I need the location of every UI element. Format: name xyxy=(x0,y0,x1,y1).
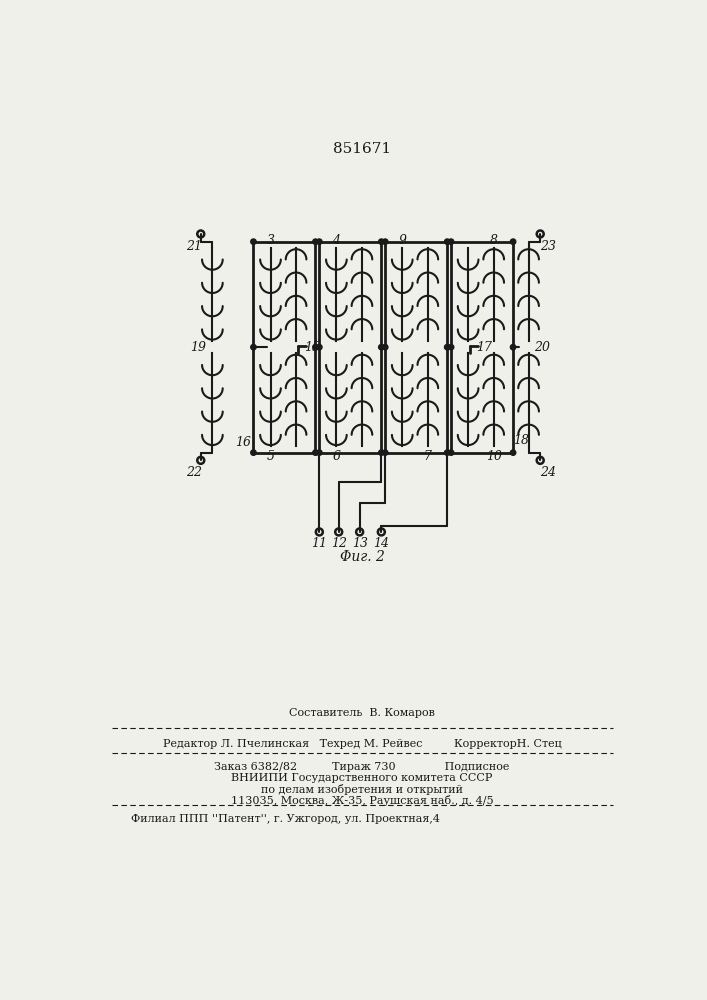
Circle shape xyxy=(317,450,322,455)
Text: 13: 13 xyxy=(351,537,368,550)
Circle shape xyxy=(510,344,516,350)
Text: ВНИИПИ Государственного комитета СССР: ВНИИПИ Государственного комитета СССР xyxy=(231,773,493,783)
Text: 14: 14 xyxy=(373,537,390,550)
Circle shape xyxy=(448,239,454,244)
Circle shape xyxy=(382,239,388,244)
Circle shape xyxy=(251,344,256,350)
Text: Составитель  В. Комаров: Составитель В. Комаров xyxy=(289,708,435,718)
Text: Φиг. 2: Φиг. 2 xyxy=(339,550,385,564)
Text: Редактор Л. Пчелинская   Техред М. Рейвес         КорректорН. Стец: Редактор Л. Пчелинская Техред М. Рейвес … xyxy=(163,739,561,749)
Circle shape xyxy=(379,239,384,244)
Circle shape xyxy=(379,450,384,455)
Text: Филиал ППП ''Патент'', г. Ужгород, ул. Проектная,4: Филиал ППП ''Патент'', г. Ужгород, ул. П… xyxy=(131,814,440,824)
Text: 7: 7 xyxy=(423,450,432,463)
Text: 15: 15 xyxy=(304,341,320,354)
Circle shape xyxy=(312,450,318,455)
Circle shape xyxy=(448,450,454,455)
Circle shape xyxy=(445,344,450,350)
Circle shape xyxy=(312,344,318,350)
Circle shape xyxy=(510,450,516,455)
Circle shape xyxy=(445,450,450,455)
Text: 23: 23 xyxy=(540,240,556,253)
Text: 24: 24 xyxy=(540,466,556,479)
Text: 6: 6 xyxy=(332,450,340,463)
Text: 20: 20 xyxy=(534,341,551,354)
Circle shape xyxy=(312,239,318,244)
Circle shape xyxy=(317,344,322,350)
Circle shape xyxy=(445,239,450,244)
Text: Заказ 6382/82          Тираж 730              Подписное: Заказ 6382/82 Тираж 730 Подписное xyxy=(214,762,510,772)
Text: 12: 12 xyxy=(331,537,346,550)
Text: 8: 8 xyxy=(490,234,498,247)
Text: 3: 3 xyxy=(267,234,274,247)
Circle shape xyxy=(251,239,256,244)
Circle shape xyxy=(510,239,516,244)
Circle shape xyxy=(379,344,384,350)
Circle shape xyxy=(251,450,256,455)
Text: 113035, Москва, Ж-35, Раушская наб., д. 4/5: 113035, Москва, Ж-35, Раушская наб., д. … xyxy=(230,795,493,806)
Text: 22: 22 xyxy=(186,466,201,479)
Text: по делам изобретения и открытий: по делам изобретения и открытий xyxy=(261,784,463,795)
Text: 19: 19 xyxy=(190,341,206,354)
Text: 5: 5 xyxy=(267,450,274,463)
Text: 17: 17 xyxy=(477,341,492,354)
Text: 4: 4 xyxy=(332,234,340,247)
Text: 9: 9 xyxy=(398,234,407,247)
Text: 10: 10 xyxy=(486,450,502,463)
Circle shape xyxy=(382,450,388,455)
Circle shape xyxy=(382,344,388,350)
Text: 851671: 851671 xyxy=(333,142,391,156)
Text: 16: 16 xyxy=(235,436,252,449)
Circle shape xyxy=(448,344,454,350)
Text: 11: 11 xyxy=(311,537,327,550)
Text: 21: 21 xyxy=(186,240,201,253)
Circle shape xyxy=(317,239,322,244)
Text: 18: 18 xyxy=(513,434,529,447)
